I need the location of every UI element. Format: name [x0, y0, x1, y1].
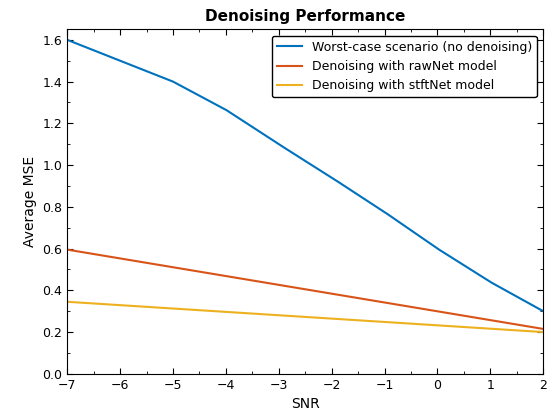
Line: Denoising with stftNet model: Denoising with stftNet model	[67, 302, 543, 332]
Y-axis label: Average MSE: Average MSE	[23, 156, 37, 247]
Denoising with stftNet model	[321, 316, 328, 321]
Denoising with rawNet model	[529, 325, 535, 330]
Worst-case scenario (no denoising)	[321, 171, 328, 176]
Denoising with rawNet model	[290, 285, 297, 290]
Worst-case scenario (no denoising)	[64, 37, 71, 42]
Denoising with stftNet model	[64, 299, 71, 304]
Line: Worst-case scenario (no denoising): Worst-case scenario (no denoising)	[67, 40, 543, 311]
Denoising with stftNet model	[293, 314, 300, 319]
Denoising with rawNet model	[347, 294, 354, 299]
Worst-case scenario (no denoising)	[454, 259, 461, 264]
Worst-case scenario (no denoising)	[290, 151, 297, 156]
Denoising with stftNet model	[540, 330, 547, 335]
Denoising with stftNet model	[290, 314, 297, 319]
Denoising with rawNet model	[321, 290, 328, 295]
Legend: Worst-case scenario (no denoising), Denoising with rawNet model, Denoising with : Worst-case scenario (no denoising), Deno…	[272, 36, 537, 97]
Denoising with rawNet model	[293, 285, 300, 290]
Denoising with rawNet model	[540, 326, 547, 331]
Denoising with rawNet model	[64, 247, 71, 252]
Worst-case scenario (no denoising)	[540, 309, 547, 314]
Line: Denoising with rawNet model: Denoising with rawNet model	[67, 249, 543, 329]
Denoising with stftNet model	[529, 329, 535, 334]
Denoising with stftNet model	[347, 317, 354, 322]
X-axis label: SNR: SNR	[291, 397, 320, 411]
Denoising with rawNet model	[454, 312, 461, 317]
Worst-case scenario (no denoising)	[347, 187, 354, 192]
Worst-case scenario (no denoising)	[293, 152, 300, 158]
Title: Denoising Performance: Denoising Performance	[205, 9, 405, 24]
Worst-case scenario (no denoising)	[529, 302, 535, 307]
Denoising with stftNet model	[454, 324, 461, 329]
